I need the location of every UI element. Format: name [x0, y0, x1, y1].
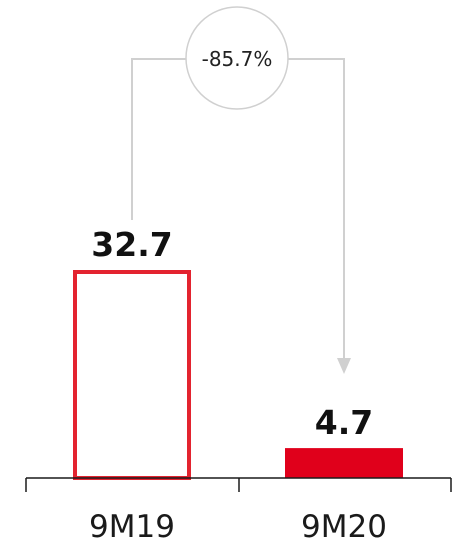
category-label-9m20: 9M20 — [301, 509, 387, 543]
x-axis — [25, 477, 452, 492]
bar-9m19 — [73, 270, 191, 480]
connector-line-right — [288, 58, 345, 360]
arrow-down-icon — [337, 358, 351, 374]
value-labels: 32.7 4.7 — [91, 225, 373, 442]
value-label-9m19: 32.7 — [91, 225, 172, 264]
bar-9m20 — [285, 448, 403, 478]
category-label-9m19: 9M19 — [89, 509, 175, 543]
change-label: -85.7% — [202, 47, 273, 71]
bars-group — [73, 270, 403, 480]
connector-line-left — [131, 58, 186, 220]
change-badge — [185, 6, 289, 110]
value-label-9m20: 4.7 — [315, 403, 373, 442]
change-connector: -85.7% — [131, 6, 351, 374]
category-labels: 9M19 9M20 — [89, 509, 387, 543]
